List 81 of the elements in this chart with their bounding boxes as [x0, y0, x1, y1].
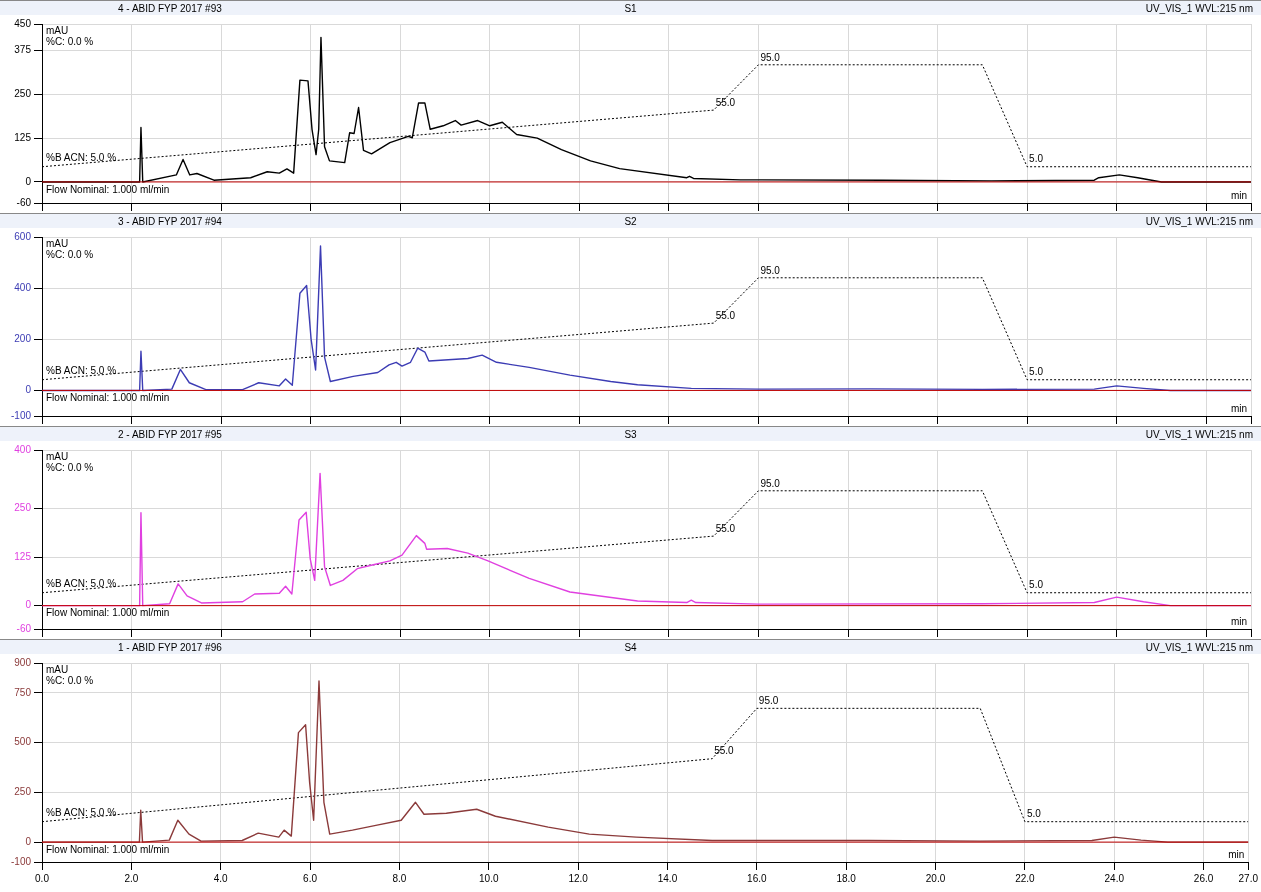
x-tick-label: 24.0 [1104, 872, 1125, 884]
y-tick-label: 250 [14, 786, 32, 798]
data-label: 55.0 [715, 96, 736, 108]
annotation: Flow Nominal: 1.000 ml/min [46, 392, 170, 404]
annotation: Flow Nominal: 1.000 ml/min [46, 183, 170, 195]
annotation: Flow Nominal: 1.000 ml/min [46, 607, 170, 619]
y-tick-label: 0 [25, 835, 32, 847]
chart-title: 2 - ABID FYP 2017 #95 [118, 428, 222, 440]
x-axis-title: min [1230, 615, 1247, 627]
x-tick-label: 4.0 [213, 872, 229, 884]
annotation: %C: 0.0 % [46, 461, 94, 473]
y-tick-label: 450 [14, 17, 32, 29]
annotation: %B ACN: 5.0 % [46, 365, 117, 377]
y-tick-label: -60 [16, 622, 32, 634]
y-tick-label: 0 [25, 599, 32, 611]
annotation: %B ACN: 5.0 % [46, 807, 117, 819]
x-tick-label: 0.0 [35, 872, 50, 884]
data-label: 55.0 [715, 522, 736, 534]
chart-title: 3 - ABID FYP 2017 #94 [118, 215, 222, 227]
annotation: %C: 0.0 % [46, 674, 94, 686]
x-tick-label: 2.0 [124, 872, 139, 884]
data-label: 5.0 [1029, 366, 1044, 378]
y-tick-label: 900 [14, 656, 32, 668]
y-axis-title: mAU [46, 24, 69, 36]
y-tick-label: 0 [25, 384, 32, 396]
chart-subtitle: S4 [624, 641, 637, 653]
x-tick-label: 26.0 [1193, 872, 1214, 884]
y-tick-label: 375 [14, 44, 32, 56]
y-tick-label: -100 [10, 409, 32, 421]
x-tick-label: 14.0 [657, 872, 678, 884]
y-tick-label: 400 [14, 443, 32, 455]
y-tick-label: 125 [14, 550, 32, 562]
x-tick-label: 12.0 [568, 872, 589, 884]
x-tick-label: 16.0 [747, 872, 767, 884]
data-label: 5.0 [1026, 808, 1042, 820]
annotation: %B ACN: 5.0 % [46, 152, 117, 164]
y-axis-title: mAU [46, 663, 69, 675]
y-tick-label: 250 [14, 87, 32, 99]
chart-title: 4 - ABID FYP 2017 #93 [118, 2, 222, 14]
y-tick-label: 200 [14, 333, 32, 345]
annotation: %C: 0.0 % [46, 35, 94, 47]
data-label: 95.0 [760, 51, 781, 63]
x-tick-label: 10.0 [479, 872, 499, 884]
y-axis-title: mAU [46, 237, 69, 249]
text: UV_VIS_1 WVL:215 nm [1145, 215, 1253, 227]
y-axis-title: mAU [46, 450, 69, 462]
data-label: 5.0 [1029, 579, 1044, 591]
chart-subtitle: S3 [624, 428, 637, 440]
x-tick-label: 8.0 [392, 872, 407, 884]
x-tick-label: 6.0 [303, 872, 318, 884]
y-tick-label: 750 [14, 686, 32, 698]
data-label: 95.0 [760, 264, 781, 276]
chart-title: 1 - ABID FYP 2017 #96 [118, 641, 222, 653]
data-label: 95.0 [760, 477, 781, 489]
x-tick-label: 22.0 [1015, 872, 1036, 884]
text: UV_VIS_1 WVL:215 nm [1145, 2, 1253, 14]
x-axis-title: min [1228, 848, 1245, 860]
data-label: 5.0 [1029, 153, 1044, 165]
x-axis-title: min [1230, 189, 1247, 201]
chart-subtitle: S1 [624, 2, 637, 14]
x-axis-title: min [1230, 402, 1247, 414]
data-label: 55.0 [715, 309, 736, 321]
chart-subtitle: S2 [624, 215, 637, 227]
y-tick-label: 400 [14, 281, 32, 293]
x-tick-label: 20.0 [925, 872, 946, 884]
annotation: %C: 0.0 % [46, 248, 94, 260]
y-tick-label: 125 [14, 131, 32, 143]
x-tick-label: 27.0 [1238, 872, 1259, 884]
y-tick-label: 250 [14, 502, 32, 514]
text: UV_VIS_1 WVL:215 nm [1145, 641, 1253, 653]
annotation: Flow Nominal: 1.000 ml/min [46, 843, 170, 855]
y-tick-label: 600 [14, 230, 32, 242]
annotation: %B ACN: 5.0 % [46, 578, 117, 590]
text: UV_VIS_1 WVL:215 nm [1145, 428, 1253, 440]
data-label: 55.0 [714, 745, 735, 757]
x-tick-label: 18.0 [836, 872, 857, 884]
y-tick-label: 500 [14, 736, 32, 748]
y-tick-label: 0 [25, 175, 32, 187]
y-tick-label: -60 [16, 196, 32, 208]
data-label: 95.0 [758, 695, 779, 707]
y-tick-label: -100 [10, 855, 32, 867]
